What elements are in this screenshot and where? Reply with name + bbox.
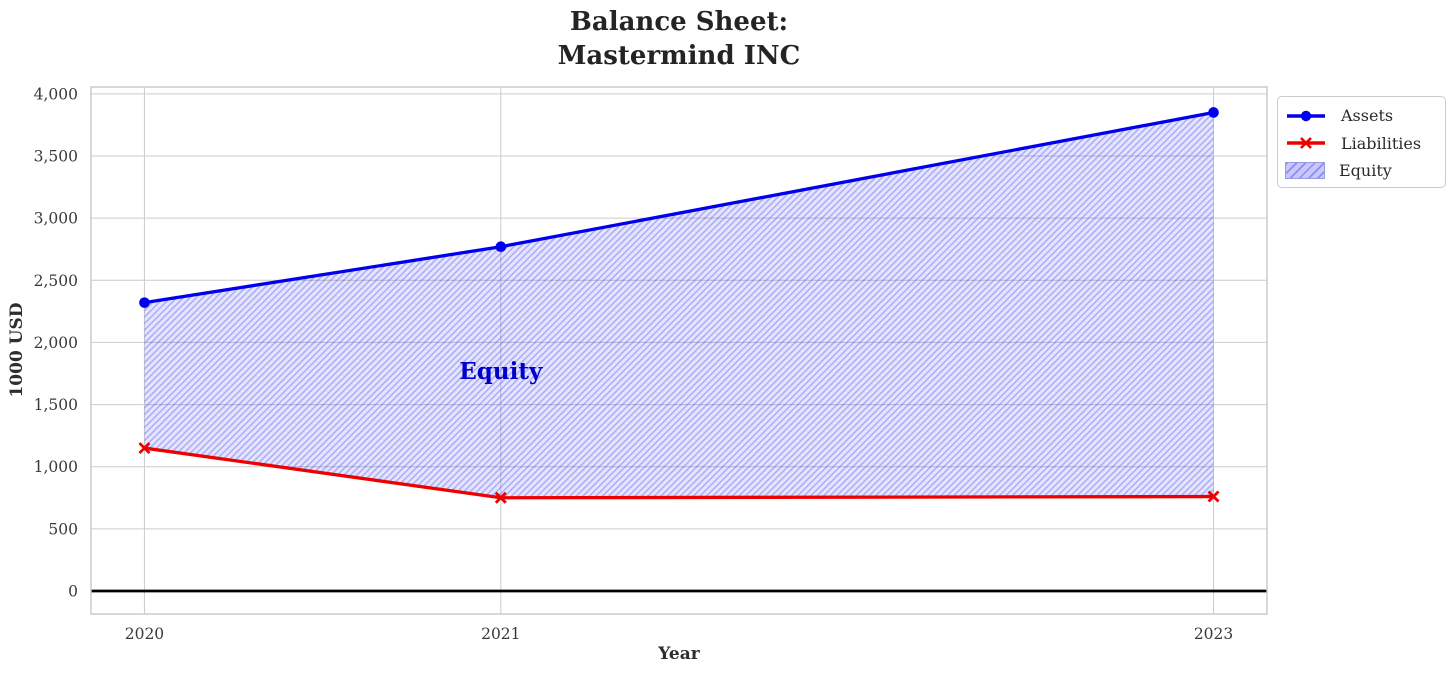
liabilities-marker (494, 491, 507, 504)
liabilities-line-icon (1287, 137, 1325, 150)
x-axis-label: Year (658, 644, 700, 664)
chart-title-line1: Balance Sheet: (569, 7, 789, 37)
x-tick-label: 2021 (481, 625, 520, 643)
legend-label-assets: Assets (1341, 106, 1394, 126)
equity-fill-area (144, 112, 1214, 498)
y-tick-label: 500 (48, 520, 78, 538)
x-tick-label: 2020 (125, 625, 164, 643)
y-tick-label: 2,500 (34, 272, 78, 290)
y-axis-label: 1000 USD (7, 302, 27, 398)
y-tick-label: 0 (68, 583, 78, 601)
plot-border (90, 86, 1268, 615)
assets-marker (139, 297, 150, 308)
legend-item-equity: Equity (1278, 157, 1445, 185)
legend-label-equity: Equity (1339, 161, 1392, 181)
legend-item-liabilities: Liabilities (1278, 130, 1445, 158)
y-tick-label: 3,500 (34, 147, 78, 165)
liabilities-marker (1207, 490, 1220, 503)
assets-marker (1208, 107, 1219, 118)
y-tick-label: 3,000 (34, 210, 78, 228)
y-tick-label: 1,500 (34, 396, 78, 414)
chart-title: Balance Sheet: Mastermind INC (91, 5, 1267, 73)
equity-annotation: Equity (459, 358, 543, 386)
y-tick-label: 1,000 (34, 458, 78, 476)
legend-label-liabilities: Liabilities (1341, 133, 1422, 153)
legend-item-assets: Assets (1278, 102, 1445, 130)
x-tick-label: 2023 (1194, 625, 1233, 643)
legend: Assets Liabilities Equity (1277, 96, 1446, 188)
assets-line-icon (1287, 110, 1325, 121)
assets-marker (495, 241, 507, 253)
equity-hatch-icon (1285, 162, 1325, 180)
y-tick-label: 4,000 (34, 85, 78, 103)
y-tick-label: 2,000 (34, 334, 78, 352)
liabilities-marker (138, 442, 151, 455)
chart-title-line2: Mastermind INC (557, 41, 801, 71)
